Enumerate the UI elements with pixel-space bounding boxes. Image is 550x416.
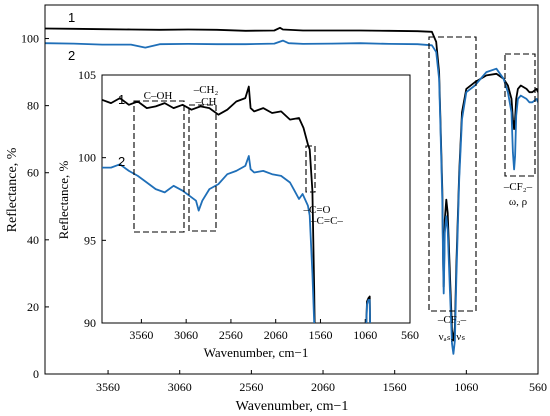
main-series-line-1: [45, 26, 538, 342]
inset-x-tick-label: 1060: [353, 328, 377, 342]
ch2-ch-label-line2: –CH: [195, 96, 217, 108]
cf2-stretch-box: [428, 36, 477, 312]
inset-x-tick-label: 560: [401, 328, 419, 342]
inset-axis-ticks: 90 95 100 105 3560 3060 2560 2060 1560 1060 560: [78, 68, 419, 342]
main-plot-frame: [44, 4, 539, 375]
main-x-tick-label: 3560: [96, 380, 120, 394]
main-x-tick-label: 560: [529, 380, 547, 394]
main-y-tick-label: 100: [21, 32, 39, 46]
c-o-label: –C=O: [303, 204, 331, 216]
main-y-tick-label: 60: [27, 166, 39, 180]
main-x-tick-label: 1060: [454, 380, 478, 394]
main-x-tick-label: 3060: [168, 380, 192, 394]
inset-x-tick-label: 2060: [264, 328, 288, 342]
inset-series-label-2: 2: [118, 154, 125, 169]
inset-y-tick-label: 100: [78, 151, 96, 165]
cf2-wag-label-line1: –CF₂–: [503, 181, 533, 193]
main-x-tick-label: 2560: [239, 380, 263, 394]
inset-x-tick-label: 3560: [129, 328, 153, 342]
main-y-tick-label: 0: [33, 367, 39, 381]
ch2-ch-box: [188, 104, 217, 232]
main-x-axis-title: Wavenumber, cm−1: [236, 399, 349, 414]
cf2-stretch-label-line1: –CF₂–: [437, 314, 467, 326]
main-y-tick-label: 40: [27, 233, 39, 247]
main-series-group: [45, 26, 538, 355]
c-oh-label: C–OH: [144, 90, 173, 102]
inset-y-axis-title: Reflectance, %: [56, 161, 71, 240]
main-x-tick-label: 2060: [311, 380, 335, 394]
inset-series-line-1: [102, 85, 372, 323]
inset-x-tick-label: 1560: [308, 328, 332, 342]
main-series-label-1: 1: [68, 10, 75, 25]
main-y-axis-title: Reflectance, %: [5, 147, 20, 232]
inset-plot-frame: [101, 74, 411, 324]
main-y-tick-label: 80: [27, 99, 39, 113]
cf2-stretch-label-line2: νₐₛ, νₛ: [439, 331, 466, 343]
inset-y-tick-label: 105: [78, 68, 96, 82]
inset-y-tick-label: 95: [84, 233, 96, 247]
inset-x-tick-label: 2560: [219, 328, 243, 342]
inset-series-group: [102, 85, 372, 323]
c-o-box: [305, 145, 316, 193]
cf2-wag-label-line2: ω, ρ: [509, 196, 528, 208]
main-series-line-2: [45, 39, 538, 355]
inset-x-tick-label: 3060: [174, 328, 198, 342]
c-c-label: –C=C–: [310, 215, 343, 227]
inset-series-label-1: 1: [118, 92, 125, 107]
cf2-wag-box: [504, 53, 536, 177]
ch2-ch-label-line1: –CH₂: [193, 84, 219, 96]
inset-series-line-2: [102, 155, 371, 323]
main-series-label-2: 2: [68, 48, 75, 63]
main-y-tick-label: 20: [27, 300, 39, 314]
inset-x-axis-title: Wavenumber, cm−1: [204, 345, 309, 360]
main-x-tick-label: 1560: [383, 380, 407, 394]
inset-y-tick-label: 90: [84, 316, 96, 330]
